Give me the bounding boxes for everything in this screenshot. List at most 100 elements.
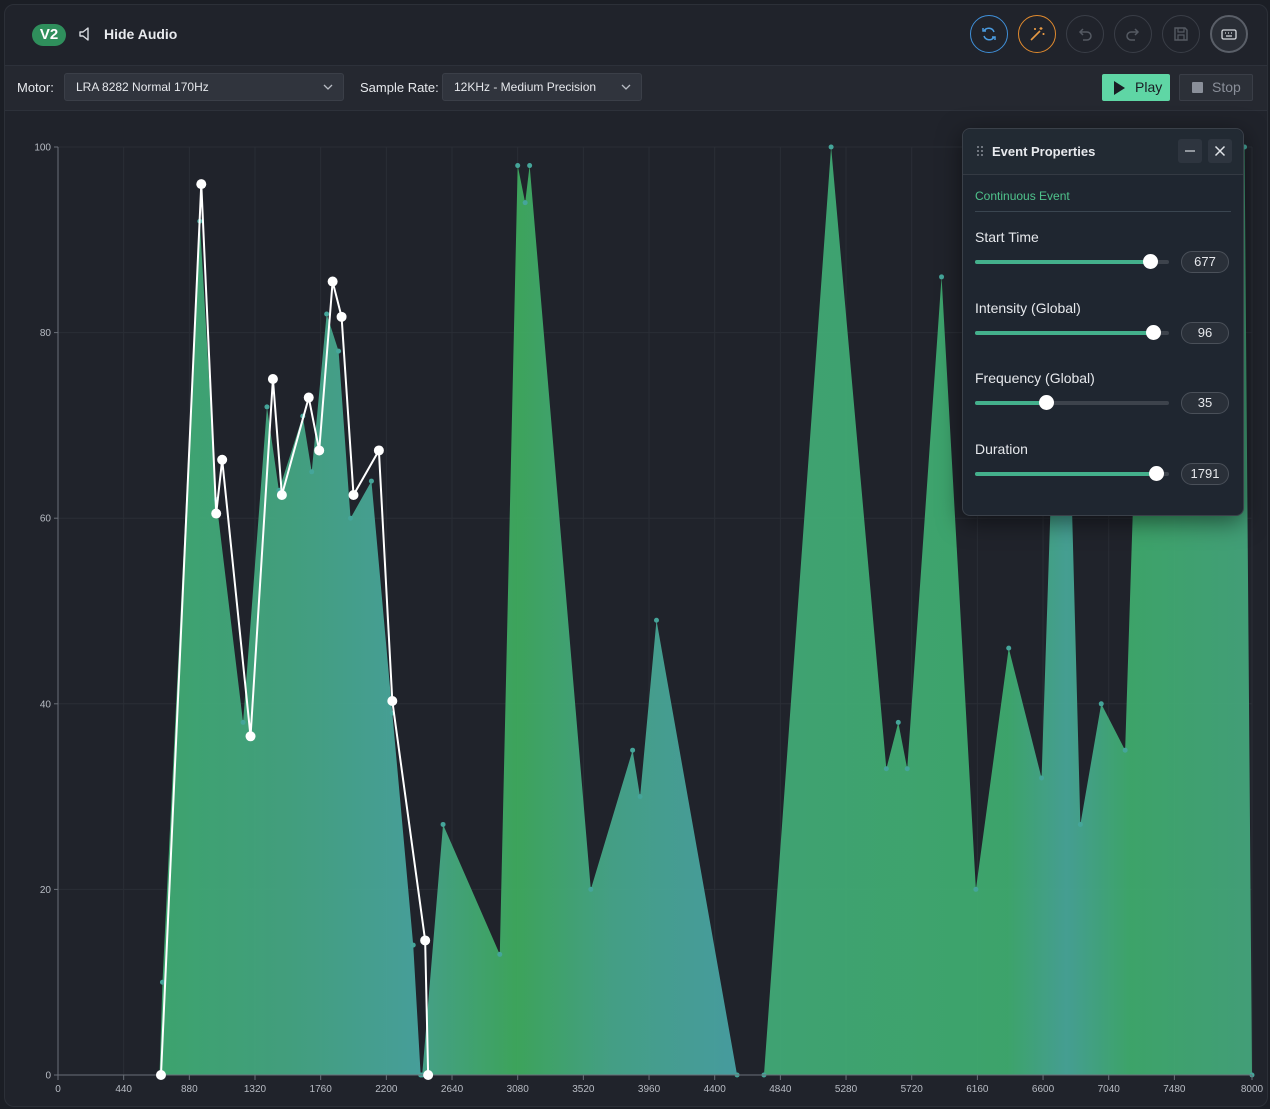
chevron-down-icon [621,84,631,90]
x-tick-label: 3960 [638,1084,661,1095]
motor-select[interactable]: LRA 8282 Normal 170Hz [64,73,344,101]
envelope-point [1098,701,1104,707]
slider-thumb[interactable] [1038,395,1054,410]
property-value-input[interactable]: 677 [1181,251,1229,273]
x-tick-label: 4840 [769,1084,792,1095]
magic-wand-button[interactable] [1018,15,1056,53]
event-control-point[interactable] [314,445,325,456]
x-tick-label: 2200 [375,1084,398,1095]
sample-rate-select-value: 12KHz - Medium Precision [454,80,597,94]
event-control-point[interactable] [327,276,338,287]
slider-thumb[interactable] [1149,466,1165,481]
property-slider[interactable] [975,466,1169,481]
property-label: Frequency (Global) [975,370,1095,386]
stop-button[interactable]: Stop [1179,74,1253,101]
refresh-button[interactable] [970,15,1008,53]
close-button[interactable] [1208,139,1232,163]
save-button[interactable] [1162,15,1200,53]
event-control-point[interactable] [245,731,256,742]
waveform-chart[interactable]: 0 440 880 1320 1760 2200 2640 3080 3520 3960 4400 4… [5,111,1267,1106]
event-control-point[interactable] [303,392,314,403]
event-control-point[interactable] [348,490,359,500]
envelope-point [883,766,889,772]
sample-rate-select[interactable]: 12KHz - Medium Precision [442,73,642,101]
x-tick-label: 1320 [244,1084,267,1095]
event-control-point[interactable] [420,935,431,946]
event-control-point[interactable] [196,179,207,190]
haptic-event-line [159,184,430,1076]
chevron-down-icon [323,84,333,90]
chart-axes: 0 440 880 1320 1760 2200 2640 3080 3520 3960 4400 4… [34,143,1263,1096]
event-control-point[interactable] [267,374,278,384]
x-tick-label: 1760 [310,1084,333,1095]
undo-button[interactable] [1066,15,1104,53]
property-value-input[interactable]: 1791 [1181,463,1229,485]
drag-handle-icon[interactable] [976,145,984,157]
envelope-point [522,200,528,206]
speaker-mute-icon[interactable] [78,26,92,42]
property-value-input[interactable]: 96 [1181,322,1229,344]
property-value-input[interactable]: 35 [1181,392,1229,414]
event-control-point[interactable] [217,454,228,465]
envelope-point [653,617,659,623]
envelope-point [637,794,643,800]
event-properties-panel: Event Properties Continuous Event Start … [962,128,1244,516]
x-tick-label: 6600 [1032,1084,1055,1095]
event-control-point[interactable] [387,696,398,707]
redo-button[interactable] [1114,15,1152,53]
event-control-point[interactable] [336,311,347,322]
event-control-point[interactable] [373,445,384,456]
sample-rate-label: Sample Rate: [360,80,439,95]
x-tick-label: 5280 [835,1084,858,1095]
slider-thumb[interactable] [1142,254,1158,269]
event-control-point[interactable] [276,490,287,500]
envelope-point [410,942,416,948]
property-slider[interactable] [975,325,1169,340]
envelope-point [324,311,330,317]
magic-wand-icon [1030,27,1045,41]
hide-audio-toggle[interactable]: Hide Audio [104,26,178,42]
play-button[interactable]: Play [1102,74,1170,101]
envelope-point [904,766,910,772]
slider-thumb[interactable] [1145,325,1161,340]
divider [975,211,1231,212]
property-slider[interactable] [975,254,1169,269]
envelope-point [1077,821,1083,827]
close-icon [1214,145,1226,157]
x-tick-label: 3080 [507,1084,530,1095]
haptic-event-curve[interactable] [155,179,434,1080]
envelope-point [630,747,636,753]
slider-fill [975,472,1157,476]
top-toolbar: V2 Hide Audio [5,5,1267,66]
minimize-button[interactable] [1178,139,1202,163]
stop-label: Stop [1212,79,1241,95]
save-icon [1174,27,1188,41]
envelope-point [497,951,503,957]
y-tick-label: 40 [40,699,52,710]
event-control-point[interactable] [423,1070,434,1080]
envelope-point [527,163,533,169]
envelope-point [973,886,979,892]
event-control-point[interactable] [155,1070,166,1080]
x-tick-label: 4400 [704,1084,727,1095]
y-tick-label: 0 [45,1071,51,1082]
y-tick-label: 60 [40,514,52,525]
y-tick-label: 80 [40,328,52,339]
envelope-point [1039,775,1045,781]
slider-fill [975,401,1046,405]
envelope-point [828,144,834,150]
stop-icon [1192,82,1203,93]
envelope-point [588,886,594,892]
x-tick-label: 3520 [572,1084,595,1095]
undo-icon [1078,28,1092,41]
panel-header[interactable]: Event Properties [963,129,1243,175]
envelope-point [515,163,521,169]
audio-envelope-areas [156,144,1255,1078]
envelope-point [348,515,354,521]
x-tick-label: 2640 [441,1084,464,1095]
property-slider[interactable] [975,395,1169,410]
envelope-point [1006,645,1012,651]
envelope-point [440,821,446,827]
event-control-point[interactable] [211,508,222,519]
keyboard-shortcuts-button[interactable] [1210,15,1248,53]
